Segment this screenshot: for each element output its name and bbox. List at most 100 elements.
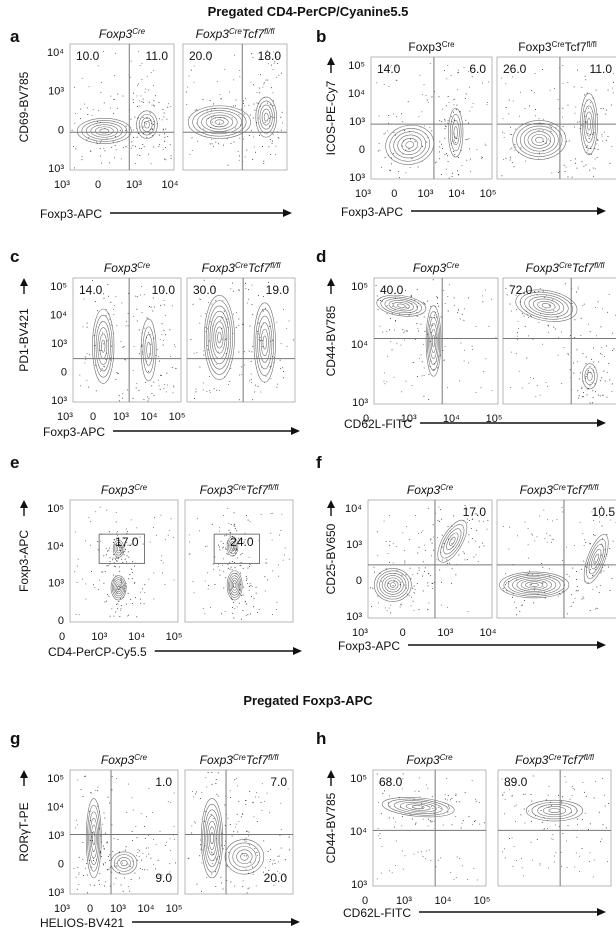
event-dot: [136, 527, 138, 529]
event-dot: [414, 299, 416, 301]
event-dot: [566, 546, 568, 548]
event-dot: [170, 157, 172, 159]
event-dot: [436, 559, 438, 561]
event-dot: [227, 507, 229, 509]
plot-frame: [372, 769, 487, 887]
event-dot: [534, 291, 536, 293]
contour-ring: [81, 120, 128, 142]
event-dot: [260, 391, 262, 393]
contour-ring: [85, 798, 102, 879]
event-dot: [229, 531, 231, 533]
event-dot: [376, 531, 378, 533]
event-dot: [239, 137, 241, 139]
event-dot: [141, 344, 143, 346]
event-dot: [441, 546, 443, 548]
event-dot: [579, 871, 580, 872]
y-axis-label: CD44-BV785: [324, 792, 338, 863]
event-dot: [589, 153, 591, 155]
event-dot: [428, 849, 430, 851]
contour-ring: [388, 300, 414, 312]
contour-ring: [87, 804, 101, 872]
event-dot: [527, 544, 529, 546]
event-dot: [100, 349, 102, 351]
event-dot: [379, 149, 381, 151]
event-dot: [279, 534, 280, 536]
event-dot: [601, 554, 602, 556]
event-dot: [246, 855, 248, 857]
contour-ring: [144, 334, 153, 366]
y-axis-label: CD44-BV785: [324, 305, 338, 376]
event-dot: [280, 829, 282, 831]
event-dot: [216, 389, 218, 391]
event-dot: [445, 126, 447, 127]
event-dot: [549, 575, 551, 577]
event-dot: [256, 122, 258, 124]
event-dot: [136, 383, 138, 385]
event-dot: [391, 349, 393, 351]
event-dot: [162, 562, 164, 564]
x-tick-label: 0: [59, 631, 65, 643]
event-dot: [246, 578, 248, 580]
event-dot: [421, 94, 423, 96]
event-dot: [385, 568, 387, 570]
event-dot: [417, 166, 419, 168]
event-dot: [211, 121, 213, 123]
background-events: [193, 284, 290, 393]
event-dot: [262, 310, 264, 312]
event-dot: [408, 314, 410, 316]
event-dot: [127, 863, 129, 865]
event-dot: [609, 163, 611, 165]
event-dot: [214, 584, 216, 585]
event-dot: [419, 74, 421, 76]
event-dot: [597, 608, 598, 610]
event-dot: [148, 853, 150, 855]
event-dot: [418, 567, 420, 569]
event-dot: [110, 357, 111, 359]
event-dot: [223, 558, 224, 560]
event-dot: [589, 402, 591, 404]
contour-ring: [90, 124, 119, 138]
event-dot: [227, 540, 229, 542]
event-dot: [378, 782, 380, 784]
event-dot: [165, 147, 166, 149]
event-dot: [390, 170, 392, 172]
event-dot: [132, 561, 134, 563]
event-dot: [155, 355, 157, 356]
event-dot: [196, 352, 198, 354]
event-dot: [109, 107, 111, 109]
event-dot: [245, 800, 246, 801]
event-dot: [211, 783, 213, 785]
event-dot: [254, 848, 256, 850]
event-dot: [505, 287, 507, 289]
event-dot: [438, 158, 440, 160]
event-dot: [150, 72, 152, 73]
event-dot: [551, 805, 552, 806]
event-dot: [417, 375, 418, 377]
event-dot: [209, 59, 211, 61]
event-dot: [606, 371, 608, 373]
event-dot: [153, 104, 155, 106]
event-dot: [153, 100, 155, 102]
event-dot: [543, 509, 545, 511]
event-dot: [252, 873, 254, 875]
event-dot: [582, 819, 583, 821]
event-dot: [97, 310, 99, 312]
event-dot: [579, 121, 581, 123]
event-dot: [501, 175, 503, 177]
event-dot: [524, 107, 526, 109]
event-dot: [283, 309, 284, 310]
event-dot: [108, 549, 110, 551]
event-dot: [388, 122, 389, 124]
event-dot: [426, 141, 428, 143]
event-dot: [134, 872, 136, 874]
event-dot: [528, 557, 529, 559]
event-dot: [273, 859, 275, 861]
event-dot: [203, 279, 205, 281]
event-dot: [224, 535, 226, 537]
event-dot: [453, 99, 455, 101]
event-dot: [516, 860, 517, 861]
event-dot: [91, 866, 93, 868]
y-tick-label: 0: [61, 367, 67, 379]
event-dot: [402, 778, 404, 780]
event-dot: [395, 840, 397, 842]
